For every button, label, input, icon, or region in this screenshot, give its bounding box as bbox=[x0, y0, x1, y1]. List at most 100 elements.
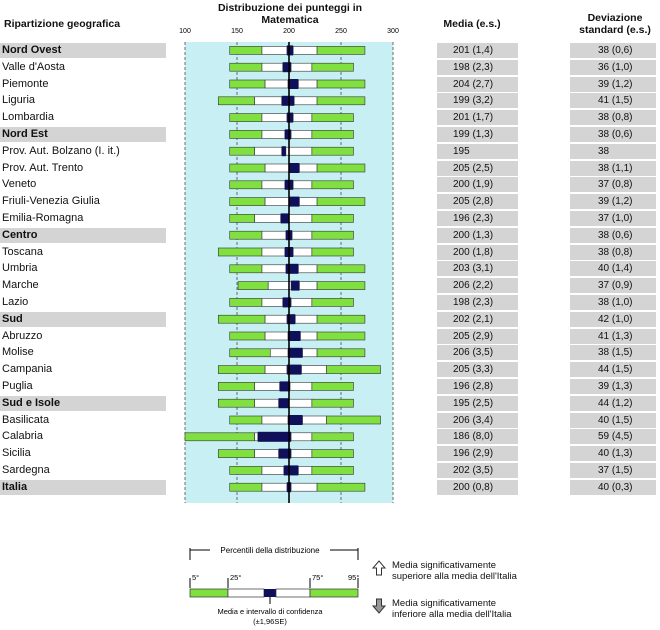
mean-band bbox=[437, 227, 518, 243]
region-name: Umbria bbox=[2, 262, 38, 275]
legend-label-25: 25° bbox=[230, 573, 241, 582]
tick-label-100: 100 bbox=[179, 28, 191, 35]
bar-p75-p95-friuli-venezia-giulia bbox=[316, 197, 366, 206]
region-name: Piemonte bbox=[2, 77, 49, 90]
region-name: Nord Est bbox=[2, 128, 48, 140]
table-row: Molise 206 (3,5) 38 (1,5) bbox=[0, 344, 660, 361]
tick-label-300: 300 bbox=[387, 28, 399, 35]
mean-band bbox=[437, 395, 518, 411]
ci-box-liguria bbox=[281, 95, 295, 106]
std-band bbox=[570, 227, 656, 243]
mean-value: 200 (1,9) bbox=[453, 179, 494, 191]
ci-box-basilicata bbox=[287, 415, 303, 425]
region-name: Lombardia bbox=[2, 111, 54, 124]
legend-percentiles-title: Percentili della distribuzione bbox=[220, 546, 320, 555]
ci-box-nord-ovest bbox=[286, 45, 294, 56]
mean-band bbox=[437, 244, 518, 260]
ci-box-prov-aut-trento bbox=[289, 163, 300, 173]
bar-p75-p95-sud-e-isole bbox=[311, 398, 354, 408]
std-value: 59 (4,5) bbox=[598, 431, 633, 443]
mean-band bbox=[437, 194, 518, 210]
ci-box-calabria bbox=[257, 431, 292, 442]
std-value: 38 (0,6) bbox=[598, 45, 633, 56]
std-band bbox=[570, 395, 656, 411]
mean-value: 201 (1,4) bbox=[453, 45, 494, 56]
std-value: 41 (1,5) bbox=[598, 95, 633, 107]
ci-box-prov-aut-bolzano-i-it- bbox=[281, 146, 286, 157]
mean-value: 195 (2,5) bbox=[453, 397, 494, 409]
ci-box-molise bbox=[287, 347, 303, 358]
mean-band bbox=[437, 127, 518, 142]
std-value: 38 bbox=[598, 145, 610, 157]
std-band bbox=[570, 479, 656, 495]
std-value: 40 (1,4) bbox=[598, 263, 633, 275]
ci-box-friuli-venezia-giulia bbox=[289, 196, 300, 207]
mean-value: 199 (3,2) bbox=[453, 95, 494, 107]
mean-value: 196 (2,9) bbox=[453, 448, 494, 460]
mean-band bbox=[437, 278, 518, 294]
table-row: Valle d'Aosta 198 (2,3) 36 (1,0) bbox=[0, 59, 660, 76]
mean-value: 205 (3,3) bbox=[453, 364, 494, 376]
legend-bar-right bbox=[309, 588, 359, 598]
region-name: Abruzzo bbox=[2, 329, 43, 342]
region-name: Friuli-Venezia Giulia bbox=[2, 195, 100, 208]
std-value: 38 (1,5) bbox=[598, 347, 633, 359]
std-band bbox=[570, 295, 656, 310]
mean-value: 200 (1,8) bbox=[453, 246, 494, 258]
box-p25-ci-puglia bbox=[254, 382, 280, 391]
mean-band bbox=[437, 93, 518, 109]
region-name: Valle d'Aosta bbox=[2, 60, 66, 73]
ci-box-marche bbox=[291, 280, 300, 291]
mean-value: 204 (2,7) bbox=[453, 78, 494, 90]
bar-p75-p95-nord-est bbox=[311, 130, 354, 139]
std-band bbox=[570, 177, 656, 193]
ci-box-emilia-romagna bbox=[280, 213, 289, 224]
std-value: 38 (0,8) bbox=[598, 246, 633, 258]
mean-band bbox=[437, 412, 518, 428]
ci-box-sud-e-isole bbox=[278, 398, 289, 409]
mean-band bbox=[437, 110, 518, 126]
mean-band bbox=[437, 429, 518, 445]
table-row: Marche 206 (2,2) 37 (0,9) bbox=[0, 277, 660, 294]
region-name: Basilicata bbox=[2, 413, 50, 426]
region-name: Molise bbox=[2, 346, 34, 359]
ci-box-campania bbox=[286, 364, 302, 375]
ci-box-puglia bbox=[279, 381, 291, 392]
bar-p75-p95-lombardia bbox=[311, 113, 354, 122]
legend-ci-box bbox=[264, 589, 276, 597]
std-value: 37 (1,0) bbox=[598, 213, 633, 224]
mean-value: 195 bbox=[453, 145, 470, 157]
std-value: 37 (1,5) bbox=[598, 465, 633, 476]
ci-box-lazio bbox=[282, 297, 292, 308]
mean-value: 201 (1,7) bbox=[453, 112, 494, 124]
std-value: 44 (1,2) bbox=[598, 397, 633, 409]
std-value: 39 (1,2) bbox=[598, 78, 633, 90]
bar-p75-p95-liguria bbox=[316, 96, 366, 106]
ci-box-sud bbox=[286, 314, 296, 325]
mean-value: 196 (2,8) bbox=[453, 381, 494, 392]
table-row: Liguria 199 (3,2) 41 (1,5) bbox=[0, 92, 660, 109]
region-name: Italia bbox=[2, 480, 28, 493]
box-p25-ci-sud bbox=[264, 314, 288, 324]
mean-band bbox=[437, 463, 518, 478]
aggregate-band bbox=[0, 43, 166, 58]
mean-band bbox=[437, 295, 518, 310]
mean-value: 196 (2,3) bbox=[453, 213, 494, 224]
box-p25-ci-lombardia bbox=[261, 113, 288, 122]
bar-p75-p95-italia bbox=[316, 482, 366, 492]
std-band bbox=[570, 93, 656, 109]
region-name: Toscana bbox=[2, 245, 43, 258]
region-name: Veneto bbox=[2, 178, 37, 191]
table-row: Sardegna 202 (3,5) 37 (1,5) bbox=[0, 462, 660, 479]
box-p25-ci-italia bbox=[261, 482, 288, 492]
region-name: Calabria bbox=[2, 430, 43, 443]
std-band bbox=[570, 328, 656, 344]
table-row: Veneto 200 (1,9) 37 (0,8) bbox=[0, 176, 660, 193]
tick-label-250: 250 bbox=[335, 28, 347, 35]
std-value: 44 (1,5) bbox=[598, 364, 633, 376]
std-band bbox=[570, 127, 656, 142]
std-band bbox=[570, 59, 656, 75]
mean-value: 200 (1,3) bbox=[453, 229, 494, 241]
legend-down-note-line2: inferiore alla media dell'Italia bbox=[392, 609, 512, 620]
bar-p75-p95-emilia-romagna bbox=[311, 214, 354, 223]
